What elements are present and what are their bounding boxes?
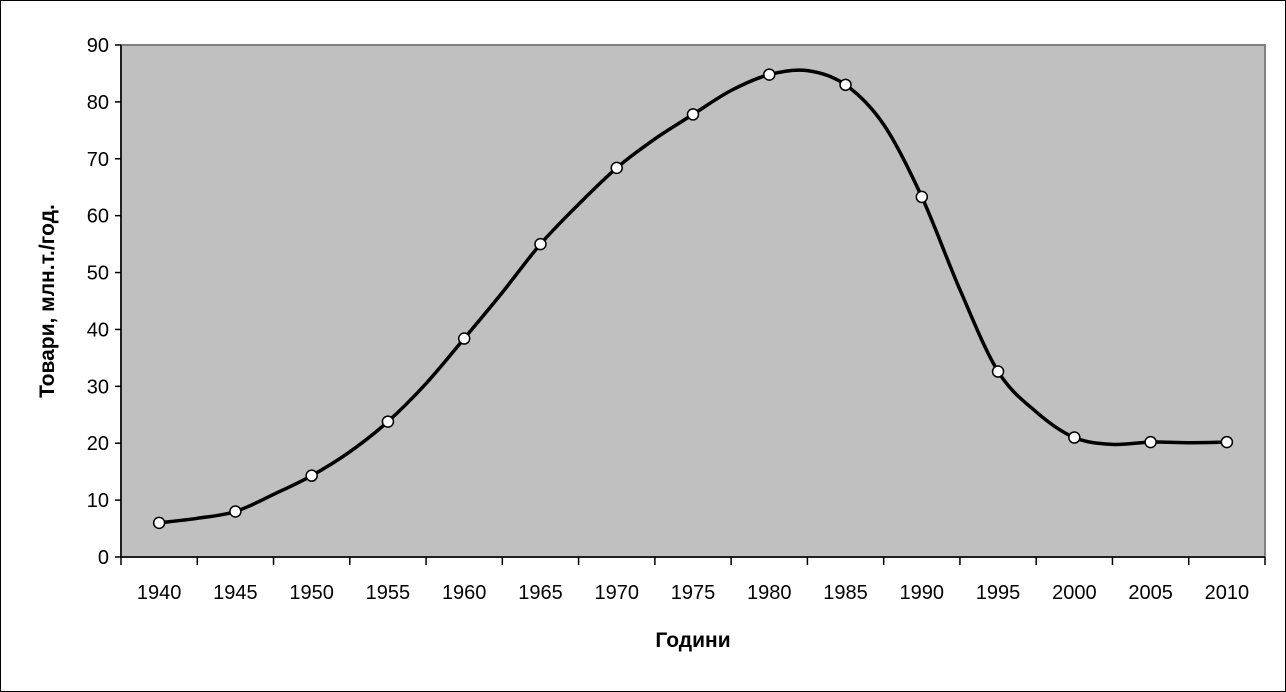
data-point — [229, 505, 242, 518]
data-point — [991, 365, 1005, 378]
y-axis: 0 10 20 30 40 50 60 70 80 90 — [87, 35, 122, 569]
x-tick-label: 1975 — [671, 582, 716, 604]
y-tick-label: 90 — [87, 35, 109, 57]
y-tick-label: 50 — [87, 263, 109, 285]
series-markers — [152, 68, 1234, 530]
x-tick-label: 1940 — [137, 582, 182, 604]
series-line — [158, 68, 1227, 525]
y-tick-label: 30 — [87, 376, 109, 398]
data-point — [1068, 431, 1081, 444]
x-axis-title: Години — [655, 629, 730, 652]
x-tick-label: 2010 — [1205, 582, 1250, 604]
data-point — [839, 78, 852, 92]
y-tick-label: 20 — [87, 433, 109, 455]
plot-area — [120, 44, 1266, 558]
x-tick-label: 1980 — [747, 582, 792, 604]
x-tick-label: 1970 — [594, 582, 639, 604]
y-tick-label: 10 — [87, 490, 109, 512]
x-tick-label: 1965 — [518, 582, 563, 604]
data-point — [457, 332, 471, 345]
y-tick-label: 0 — [98, 547, 109, 569]
data-point — [763, 68, 776, 81]
y-tick-label: 80 — [87, 92, 109, 114]
x-tick-label: 1995 — [976, 582, 1021, 604]
y-tick-label: 60 — [87, 206, 109, 228]
data-point — [915, 190, 929, 204]
x-tick-label: 2005 — [1128, 582, 1173, 604]
x-tick-label: 1950 — [289, 582, 334, 604]
data-point — [686, 108, 700, 121]
x-tick-label: 1985 — [823, 582, 868, 604]
data-point — [1144, 435, 1157, 449]
y-tick-label: 70 — [87, 149, 109, 171]
x-axis: 1940 1945 1950 1955 1960 1965 1970 1975 1980 1985… — [120, 556, 1266, 604]
x-tick-label: 1990 — [900, 582, 945, 604]
data-point — [610, 161, 623, 175]
y-axis-title: Товари, млн.т./год. — [36, 204, 59, 398]
x-tick-label: 1945 — [213, 582, 258, 604]
x-tick-label: 1960 — [442, 582, 487, 604]
data-point — [534, 237, 547, 251]
data-point — [152, 516, 166, 530]
y-tick-label: 40 — [87, 319, 109, 341]
x-tick-label: 1955 — [366, 582, 411, 604]
data-point — [1220, 435, 1234, 449]
x-tick-label: 2000 — [1052, 582, 1097, 604]
data-point — [305, 469, 318, 482]
data-point — [381, 415, 395, 428]
